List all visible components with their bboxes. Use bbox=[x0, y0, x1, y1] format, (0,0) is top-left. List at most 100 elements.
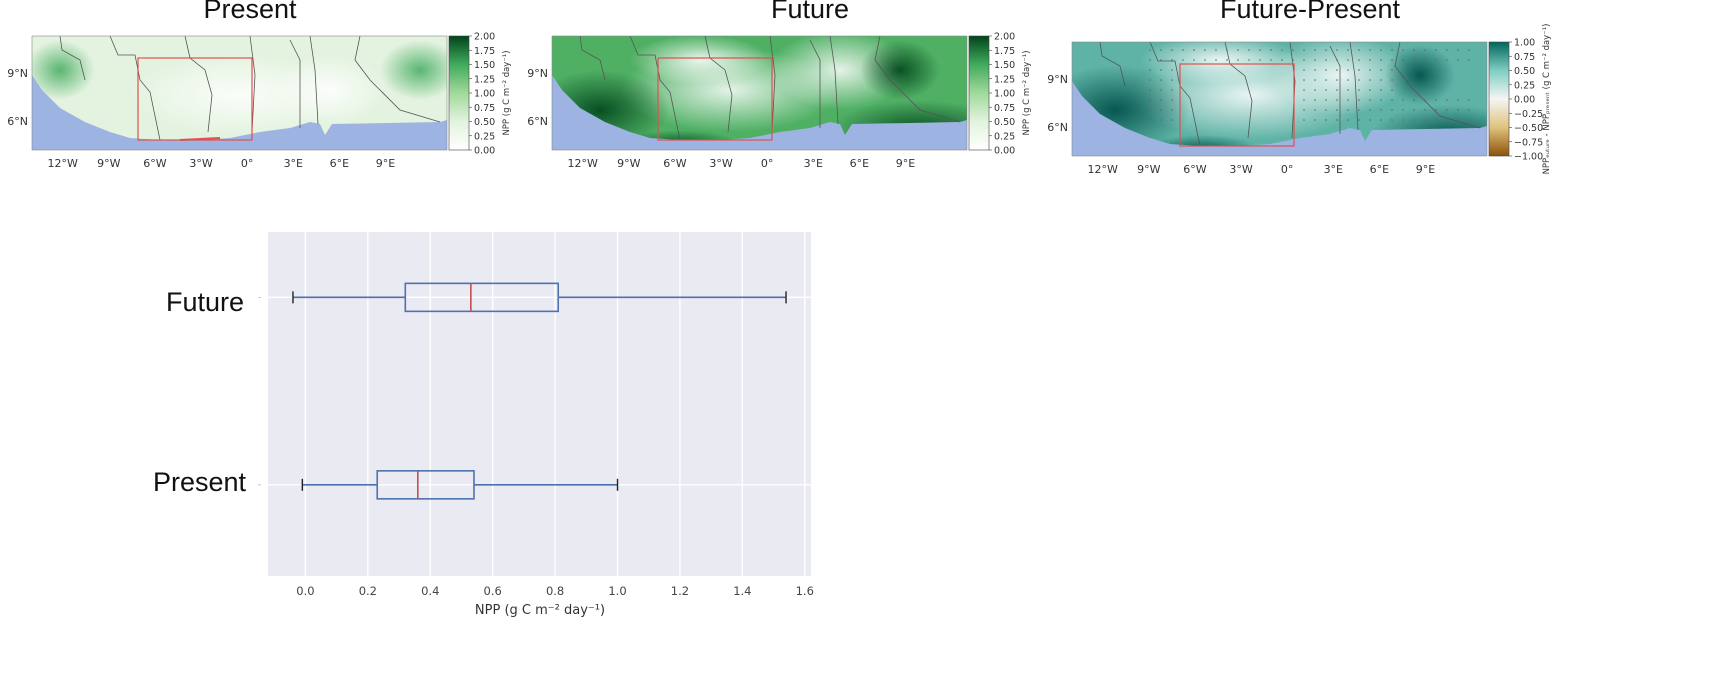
stipple-dot bbox=[1380, 89, 1382, 91]
stipple-dot bbox=[1204, 59, 1206, 61]
colorbar-tick-label: 2.00 bbox=[994, 32, 1015, 43]
map-x-tick-label: 6°W bbox=[1183, 163, 1206, 176]
map-y-tick-label: 6°N bbox=[7, 115, 28, 128]
stipple-dot bbox=[1193, 59, 1195, 61]
stipple-dot bbox=[1435, 99, 1437, 101]
stipple-dot bbox=[1314, 119, 1316, 121]
stipple-dot bbox=[1270, 59, 1272, 61]
boxplot-x-tick-label: 0.4 bbox=[421, 584, 439, 598]
stipple-dot bbox=[1325, 49, 1327, 51]
stipple-dot bbox=[1402, 49, 1404, 51]
map-present bbox=[31, 35, 470, 151]
stipple-dot bbox=[1347, 109, 1349, 111]
map-x-tick-label: 9°W bbox=[1137, 163, 1160, 176]
stipple-dot bbox=[1160, 49, 1162, 51]
stipple-dot bbox=[1336, 49, 1338, 51]
boxplot-x-tick-label: 1.2 bbox=[671, 584, 689, 598]
map-x-tick-label: 9°E bbox=[376, 157, 395, 170]
stipple-dot bbox=[1248, 59, 1250, 61]
stipple-dot bbox=[1303, 79, 1305, 81]
boxplot-category-label-future: Future bbox=[166, 287, 245, 317]
boxplot-x-tick-label: 1.6 bbox=[796, 584, 814, 598]
colorbar-tick-label: 0.00 bbox=[1514, 95, 1535, 106]
stipple-dot bbox=[1182, 59, 1184, 61]
stipple-dot bbox=[1259, 49, 1261, 51]
stipple-dot bbox=[1226, 59, 1228, 61]
stipple-dot bbox=[1292, 49, 1294, 51]
stipple-dot bbox=[1380, 99, 1382, 101]
map-future-present bbox=[1071, 41, 1510, 157]
stipple-dot bbox=[1457, 99, 1459, 101]
stipple-dot bbox=[1149, 89, 1151, 91]
stipple-dot bbox=[1369, 69, 1371, 71]
stipple-dot bbox=[1358, 79, 1360, 81]
stipple-dot bbox=[1160, 79, 1162, 81]
stipple-dot bbox=[1446, 99, 1448, 101]
boxplot: 0.0 0.2 0.4 0.6 0.8 1.0 1.2 1.4 1.6 NPP (g C m⁻²… bbox=[258, 232, 814, 618]
map-y-tick-label: 6°N bbox=[527, 115, 548, 128]
stipple-dot bbox=[1424, 99, 1426, 101]
boxplot-x-tick-label: 1.0 bbox=[608, 584, 626, 598]
boxplot-plot-area bbox=[268, 232, 811, 576]
stipple-dot bbox=[1347, 59, 1349, 61]
stipple-dot bbox=[1160, 69, 1162, 71]
stipple-dot bbox=[1435, 119, 1437, 121]
stipple-dot bbox=[1149, 59, 1151, 61]
stipple-dot bbox=[1358, 89, 1360, 91]
stipple-dot bbox=[1281, 59, 1283, 61]
map-x-tick-label: 6°E bbox=[1370, 163, 1389, 176]
colorbar-present bbox=[448, 35, 470, 151]
stipple-dot bbox=[1369, 99, 1371, 101]
stipple-dot bbox=[1468, 119, 1470, 121]
stipple-dot bbox=[1391, 69, 1393, 71]
stipple-dot bbox=[1171, 99, 1173, 101]
colorbar-tick-label: 0.75 bbox=[474, 103, 495, 114]
map-x-tick-label: 6°W bbox=[663, 157, 686, 170]
stipple-dot bbox=[1182, 49, 1184, 51]
map-x-tick-label: 3°W bbox=[709, 157, 732, 170]
stipple-dot bbox=[1424, 109, 1426, 111]
stipple-dot bbox=[1347, 99, 1349, 101]
map-title-present: Present bbox=[203, 0, 297, 24]
colorbar-label: NPPₑᵤₜᵤᵣₑ - NPPₚᵣₑₛₑₙₜ (g C m⁻² day⁻¹) bbox=[1542, 24, 1552, 175]
colorbar-tick-label: 0.50 bbox=[994, 117, 1015, 128]
stipple-dot bbox=[1402, 59, 1404, 61]
colorbar-tick-label: 0.00 bbox=[994, 146, 1015, 157]
stipple-dot bbox=[1325, 89, 1327, 91]
stipple-dot bbox=[1380, 119, 1382, 121]
map-x-tick-label: 0° bbox=[1281, 163, 1294, 176]
stipple-dot bbox=[1468, 59, 1470, 61]
stipple-dot bbox=[1358, 69, 1360, 71]
map-y-tick-label: 9°N bbox=[527, 67, 548, 80]
stipple-dot bbox=[1325, 99, 1327, 101]
colorbar-tick-label: −1.00 bbox=[1514, 152, 1543, 163]
stipple-dot bbox=[1259, 59, 1261, 61]
colorbar-tick-label: 0.75 bbox=[994, 103, 1015, 114]
colorbar-tick-label: 1.50 bbox=[994, 60, 1015, 71]
stipple-dot bbox=[1380, 49, 1382, 51]
stipple-dot bbox=[1369, 89, 1371, 91]
colorbar-tick-label: 0.50 bbox=[474, 117, 495, 128]
stipple-dot bbox=[1358, 99, 1360, 101]
stipple-dot bbox=[1314, 89, 1316, 91]
stipple-dot bbox=[1303, 49, 1305, 51]
stipple-dot bbox=[1435, 109, 1437, 111]
stipple-dot bbox=[1171, 89, 1173, 91]
colorbar-label: NPP (g C m⁻² day⁻¹) bbox=[1022, 50, 1032, 135]
colorbar-label: NPP (g C m⁻² day⁻¹) bbox=[502, 50, 512, 135]
stipple-dot bbox=[1402, 119, 1404, 121]
map-title-future: Future bbox=[770, 0, 850, 24]
stipple-dot bbox=[1468, 49, 1470, 51]
stipple-dot bbox=[1446, 49, 1448, 51]
colorbar-tick-label: 0.75 bbox=[1514, 52, 1535, 63]
stipple-dot bbox=[1160, 99, 1162, 101]
stipple-dot bbox=[1457, 119, 1459, 121]
colorbar-tick-label: 0.25 bbox=[1514, 80, 1535, 91]
stipple-dot bbox=[1215, 49, 1217, 51]
colorbar-tick-label: 1.25 bbox=[994, 74, 1015, 85]
stipple-dot bbox=[1391, 79, 1393, 81]
stipple-dot bbox=[1149, 119, 1151, 121]
map-x-tick-label: 3°E bbox=[804, 157, 823, 170]
stipple-dot bbox=[1336, 59, 1338, 61]
stipple-dot bbox=[1336, 99, 1338, 101]
